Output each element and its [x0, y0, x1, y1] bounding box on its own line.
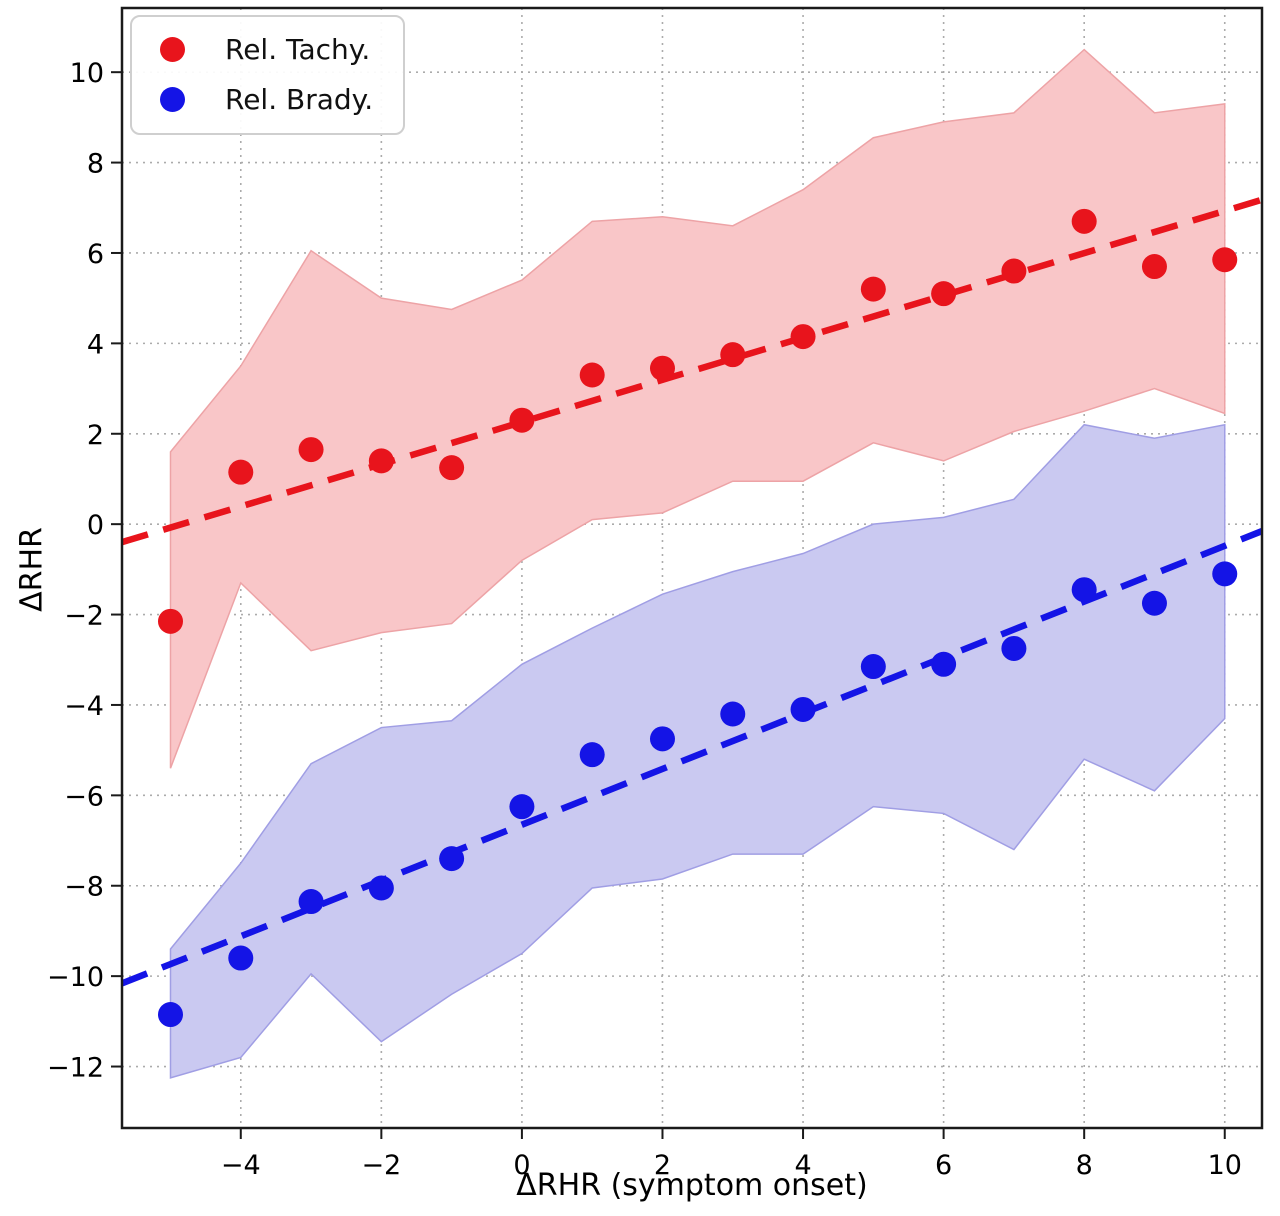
- scatter-point-blue: [298, 889, 324, 915]
- scatter-point-red: [1071, 208, 1097, 234]
- legend-item-rel-brady: Rel. Brady.: [160, 77, 373, 121]
- x-tick-label: 10: [1208, 1150, 1242, 1181]
- scatter-point-red: [157, 608, 183, 634]
- y-tick-label: −4: [64, 691, 104, 722]
- scatter-point-red: [790, 324, 816, 350]
- scatter-point-red: [860, 276, 886, 302]
- trend-line-red: [122, 196, 1262, 546]
- y-tick-label: 2: [87, 420, 104, 451]
- legend-marker-blue-icon: [160, 86, 185, 112]
- scatter-point-blue: [1212, 561, 1238, 587]
- x-tick-label: 4: [794, 1150, 811, 1181]
- scatter-point-blue: [649, 726, 675, 752]
- y-tick-label: −6: [64, 781, 104, 812]
- legend-marker-red-icon: [160, 36, 185, 62]
- scatter-point-red: [1212, 247, 1238, 273]
- scatter-point-blue: [790, 696, 816, 722]
- y-tick-label: 8: [87, 149, 104, 180]
- scatter-point-blue: [579, 742, 605, 768]
- scatter-point-red: [649, 355, 675, 381]
- scatter-point-red: [720, 342, 746, 368]
- scatter-point-blue: [157, 1002, 183, 1028]
- plot-border: [120, 6, 1264, 1130]
- confidence-band-red: [169, 48, 1226, 769]
- scatter-point-blue: [509, 794, 535, 820]
- y-tick-label: −8: [64, 872, 104, 903]
- x-tick-label: 6: [935, 1150, 952, 1181]
- legend-label: Rel. Brady.: [225, 82, 374, 116]
- scatter-point-red: [1141, 254, 1167, 280]
- scatter-point-blue: [1141, 590, 1167, 616]
- scatter-point-red: [1001, 258, 1027, 284]
- scatter-point-blue: [439, 846, 465, 872]
- legend-item-rel-tachy: Rel. Tachy.: [160, 27, 373, 71]
- scatter-point-blue: [720, 701, 746, 727]
- scatter-point-blue: [368, 875, 394, 901]
- trend-line-blue: [122, 528, 1262, 987]
- scatter-point-red: [228, 459, 254, 485]
- scatter-point-red: [368, 448, 394, 474]
- x-tick-label: 0: [513, 1150, 530, 1181]
- confidence-band-blue: [169, 423, 1226, 1079]
- scatter-point-blue: [228, 945, 254, 971]
- scatter-point-blue: [1071, 577, 1097, 603]
- y-tick-label: 6: [87, 239, 104, 270]
- y-tick-label: −10: [47, 962, 104, 993]
- y-tick-label: 10: [70, 58, 104, 89]
- scatter-point-blue: [931, 651, 957, 677]
- y-tick-label: 0: [87, 510, 104, 541]
- x-tick-label: −4: [221, 1150, 261, 1181]
- scatter-point-red: [509, 407, 535, 433]
- legend-label: Rel. Tachy.: [225, 32, 371, 66]
- scatter-point-red: [931, 281, 957, 307]
- y-tick-label: −2: [64, 601, 104, 632]
- scatter-point-blue: [1001, 635, 1027, 661]
- scatter-point-red: [298, 437, 324, 463]
- y-tick-label: −12: [47, 1053, 104, 1084]
- y-tick-label: 4: [87, 329, 104, 360]
- scatter-point-red: [439, 455, 465, 481]
- y-axis-label: ΔRHR: [14, 527, 50, 612]
- x-tick-label: 8: [1076, 1150, 1093, 1181]
- scatter-point-red: [579, 362, 605, 388]
- x-tick-label: −2: [361, 1150, 401, 1181]
- x-tick-label: 2: [654, 1150, 671, 1181]
- legend: Rel. Tachy. Rel. Brady.: [130, 15, 406, 135]
- scatter-point-blue: [860, 654, 886, 680]
- x-axis-label: ΔRHR (symptom onset): [516, 1168, 868, 1203]
